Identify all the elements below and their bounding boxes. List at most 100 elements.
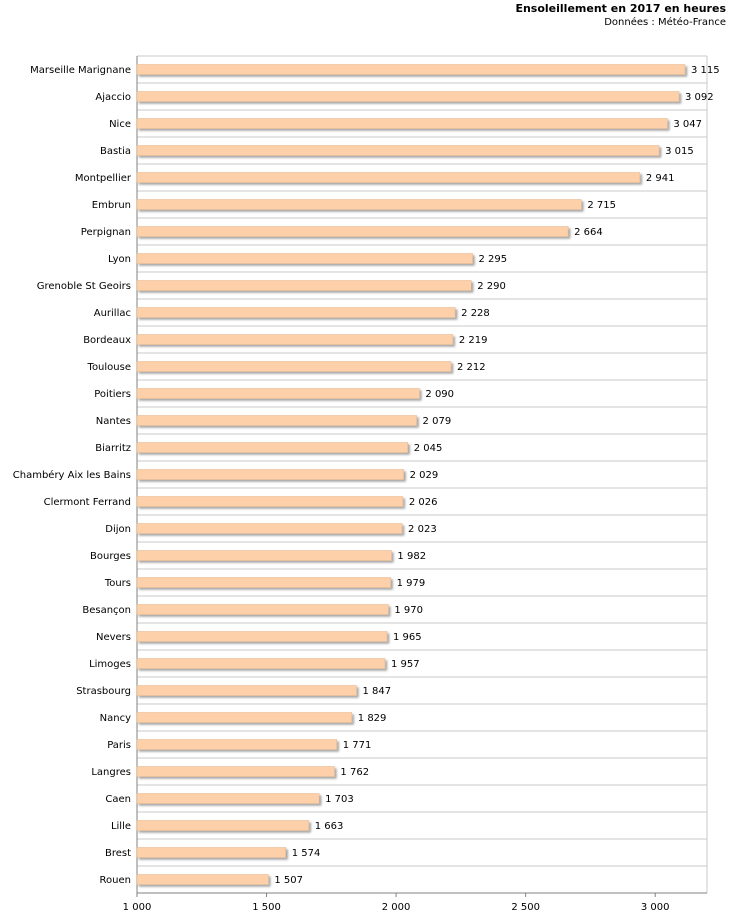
bar — [136, 388, 420, 399]
category-label: Bordeaux — [83, 335, 131, 346]
data-label: 1 970 — [394, 605, 423, 616]
data-label: 1 829 — [358, 713, 387, 724]
bar — [136, 469, 404, 480]
bar — [136, 685, 357, 696]
category-label: Biarritz — [95, 443, 131, 454]
data-label: 1 663 — [315, 821, 344, 832]
category-label: Langres — [91, 767, 131, 778]
data-label: 3 047 — [673, 119, 702, 130]
bar — [136, 199, 582, 210]
data-label: 2 026 — [409, 497, 438, 508]
category-label: Rouen — [100, 875, 131, 886]
bar — [136, 172, 641, 183]
bar — [136, 91, 680, 102]
data-label: 2 295 — [479, 254, 508, 265]
category-label: Dijon — [105, 524, 131, 535]
category-label: Grenoble St Geoirs — [37, 281, 131, 292]
x-tick-label: 2 500 — [511, 902, 540, 913]
bar — [136, 712, 353, 723]
category-label: Limoges — [89, 659, 131, 670]
bar — [136, 442, 408, 453]
data-label: 2 023 — [408, 524, 437, 535]
bar — [136, 523, 403, 534]
category-label: Lyon — [108, 254, 131, 265]
data-label: 3 092 — [685, 92, 714, 103]
bar — [136, 604, 389, 615]
data-label: 2 290 — [477, 281, 506, 292]
data-label: 1 762 — [340, 767, 369, 778]
category-label: Montpellier — [75, 173, 132, 184]
category-label: Aurillac — [94, 308, 131, 319]
category-label: Nantes — [96, 416, 131, 427]
category-label: Embrun — [92, 200, 131, 211]
data-label: 2 045 — [414, 443, 443, 454]
category-label: Brest — [105, 848, 131, 859]
category-label: Chambéry Aix les Bains — [13, 469, 131, 481]
category-label: Toulouse — [87, 362, 131, 373]
data-label: 1 507 — [274, 875, 303, 886]
bar — [136, 739, 338, 750]
data-label: 2 079 — [423, 416, 452, 427]
category-label: Bourges — [90, 551, 131, 562]
data-label: 2 029 — [410, 470, 439, 481]
x-tick-label: 2 000 — [382, 902, 411, 913]
data-label: 3 015 — [665, 146, 694, 157]
bar — [136, 577, 391, 588]
data-label: 2 715 — [587, 200, 616, 211]
bar — [136, 64, 686, 75]
category-label: Marseille Marignane — [30, 65, 131, 76]
category-label: Bastia — [100, 146, 131, 157]
category-label: Nancy — [100, 713, 131, 724]
data-label: 2 228 — [461, 308, 490, 319]
category-label: Poitiers — [94, 389, 131, 400]
data-label: 2 664 — [574, 227, 603, 238]
category-label: Tours — [104, 578, 131, 589]
data-label: 1 574 — [292, 848, 321, 859]
bar — [136, 226, 569, 237]
category-label: Ajaccio — [95, 92, 131, 103]
bar — [136, 658, 386, 669]
bar — [136, 280, 472, 291]
category-label: Besançon — [82, 605, 131, 616]
data-label: 1 965 — [393, 632, 422, 643]
category-label: Nice — [109, 119, 131, 130]
bar — [136, 415, 417, 426]
bar — [136, 496, 404, 507]
bar — [136, 361, 452, 372]
chart-subtitle: Données : Météo-France — [604, 17, 726, 28]
x-tick-label: 1 000 — [123, 902, 152, 913]
bar — [136, 874, 269, 885]
category-label: Lille — [111, 821, 131, 832]
data-label: 2 090 — [425, 389, 454, 400]
bar — [136, 631, 388, 642]
bar — [136, 334, 454, 345]
bar — [136, 118, 668, 129]
data-label: 2 941 — [646, 173, 675, 184]
bar — [136, 847, 286, 858]
category-label: Caen — [105, 794, 131, 805]
bar — [136, 766, 335, 777]
bar — [136, 820, 310, 831]
x-tick-label: 3 000 — [641, 902, 670, 913]
data-label: 1 703 — [325, 794, 354, 805]
data-label: 1 957 — [391, 659, 420, 670]
data-label: 2 212 — [457, 362, 486, 373]
data-label: 1 982 — [397, 551, 426, 562]
data-label: 1 847 — [362, 686, 391, 697]
category-label: Strasbourg — [76, 686, 131, 697]
category-label: Paris — [107, 740, 131, 751]
category-label: Clermont Ferrand — [44, 497, 131, 508]
bar — [136, 550, 392, 561]
bar — [136, 253, 473, 264]
chart-title: Ensoleillement en 2017 en heures — [515, 2, 726, 15]
data-label: 1 979 — [397, 578, 426, 589]
category-label: Perpignan — [81, 227, 131, 238]
data-label: 3 115 — [691, 65, 720, 76]
bar — [136, 307, 456, 318]
category-label: Nevers — [96, 632, 131, 643]
data-label: 2 219 — [459, 335, 488, 346]
bar — [136, 793, 320, 804]
x-tick-label: 1 500 — [252, 902, 281, 913]
data-label: 1 771 — [343, 740, 372, 751]
